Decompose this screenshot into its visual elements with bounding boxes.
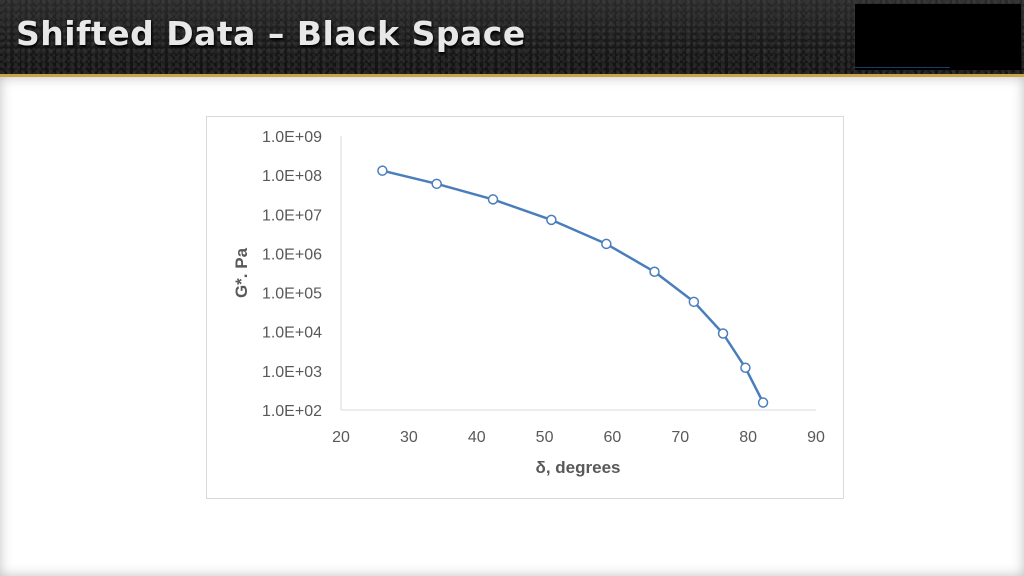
x-tick-label: 70: [671, 429, 689, 446]
data-point: [757, 397, 769, 408]
data-point: [649, 266, 660, 278]
y-tick-label: 1.0E+07: [262, 207, 322, 224]
data-point: [740, 362, 751, 374]
y-tick-label: 1.0E+05: [262, 286, 322, 303]
y-tick-label: 1.0E+04: [262, 325, 322, 342]
y-tick-label: 1.0E+08: [262, 168, 322, 185]
data-point: [377, 165, 388, 176]
header-divider: [0, 74, 1024, 77]
x-tick-label: 50: [536, 429, 554, 446]
data-point: [431, 178, 442, 190]
data-point: [601, 238, 612, 250]
x-tick-label: 60: [604, 429, 622, 446]
data-point: [688, 296, 700, 308]
chart-frame: [206, 116, 844, 499]
x-tick-label: 30: [400, 429, 418, 446]
x-tick-label: 20: [332, 429, 350, 446]
x-tick-labels: 20 30 40 50 60 70 80 90: [332, 429, 825, 446]
data-point: [487, 194, 499, 205]
x-axis-label: δ, degrees: [536, 458, 621, 477]
slide-title: Shifted Data – Black Space: [16, 14, 526, 53]
slide-header: [0, 0, 1024, 74]
x-tick-label: 40: [468, 429, 486, 446]
series-markers: [377, 165, 769, 408]
x-tick-label: 90: [807, 429, 825, 446]
y-tick-label: 1.0E+09: [262, 129, 322, 146]
data-point: [546, 214, 557, 226]
y-tick-label: 1.0E+02: [262, 403, 322, 420]
series-line: [382, 169, 765, 404]
y-tick-labels: 1.0E+02 1.0E+03 1.0E+04 1.0E+05 1.0E+06 1.0E+…: [262, 129, 322, 420]
x-tick-label: 80: [739, 429, 757, 446]
data-point: [717, 328, 729, 339]
logo-area: [855, 4, 1021, 70]
y-tick-label: 1.0E+03: [262, 364, 322, 381]
y-axis-label: G*. Pa: [232, 247, 251, 298]
y-tick-label: 1.0E+06: [262, 246, 322, 263]
